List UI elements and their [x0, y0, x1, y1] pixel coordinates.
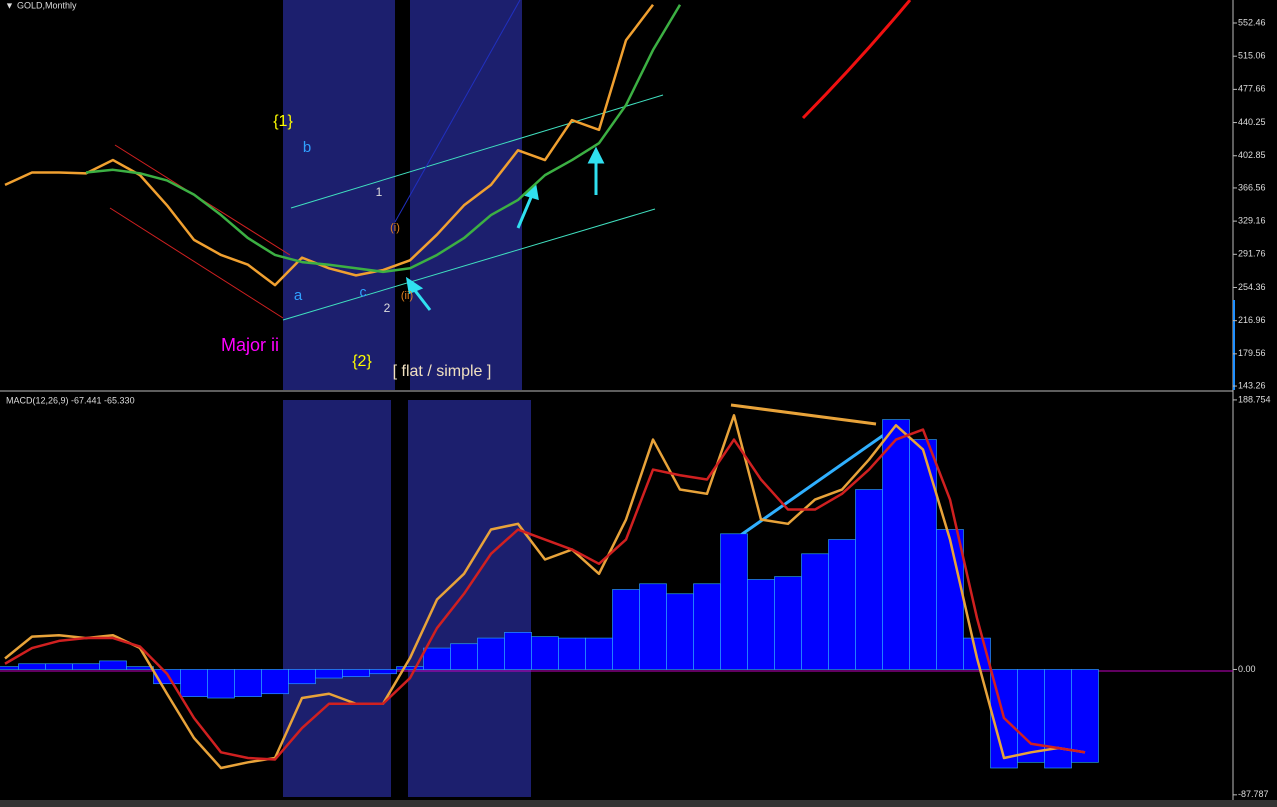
- annotation: [ flat / simple ]: [393, 363, 492, 380]
- zone: [410, 0, 522, 390]
- histogram-bar: [18, 663, 46, 670]
- histogram-bar: [936, 529, 964, 670]
- histogram-bar: [450, 643, 478, 670]
- y-tick-label: -87.787: [1238, 789, 1269, 799]
- plot-area: [0, 414, 1099, 770]
- histogram-bar: [1071, 669, 1099, 763]
- y-tick-label: 179.56: [1238, 348, 1266, 358]
- y-tick-label: 143.26: [1238, 380, 1266, 390]
- histogram-bar: [1017, 669, 1045, 763]
- histogram-bar: [558, 637, 586, 670]
- histogram-bar: [207, 669, 235, 699]
- annotation: Major ii: [221, 335, 279, 355]
- y-tick-label: 291.76: [1238, 249, 1266, 259]
- histogram-bar: [180, 669, 208, 697]
- y-tick-label: 188.754: [1238, 394, 1271, 404]
- histogram-bar: [99, 660, 127, 670]
- histogram-bar: [882, 419, 910, 670]
- annotation: a: [294, 287, 303, 304]
- annotation: b: [303, 139, 311, 156]
- annotation: {2}: [352, 353, 372, 370]
- histogram-bar: [639, 583, 667, 670]
- series-line: [85, 4, 682, 274]
- histogram-bar: [477, 637, 505, 670]
- series-line: [4, 4, 654, 287]
- histogram-bar: [504, 632, 532, 670]
- histogram-bar: [315, 669, 343, 679]
- y-tick-label: 329.16: [1238, 215, 1266, 225]
- histogram-bar: [720, 533, 748, 670]
- histogram-bar: [234, 669, 262, 697]
- zone: [283, 400, 391, 797]
- arrows: [405, 146, 605, 311]
- histogram-bar: [747, 579, 775, 670]
- y-tick-label: 402.85: [1238, 150, 1266, 160]
- y-tick-label: 366.56: [1238, 182, 1266, 192]
- histogram-bar: [423, 647, 451, 670]
- histogram-bar: [693, 583, 721, 670]
- histogram-bar: [261, 669, 289, 695]
- histogram-bar: [72, 663, 100, 670]
- annotation: (ii): [401, 290, 413, 302]
- histogram-bar: [612, 589, 640, 670]
- histogram-bar: [909, 439, 937, 670]
- histogram-bar: [288, 669, 316, 685]
- plot-area: [4, 4, 682, 287]
- status-strip: [0, 800, 1277, 807]
- histogram-bar: [855, 489, 883, 670]
- annotation: 2: [384, 301, 391, 315]
- histogram-bar: [45, 663, 73, 670]
- histogram-bar: [531, 636, 559, 670]
- y-tick-label: 552.46: [1238, 17, 1266, 27]
- chart-title: GOLD,Monthly: [17, 0, 77, 10]
- histogram-bar: [585, 637, 613, 670]
- series-line: [4, 428, 1086, 761]
- histogram-bar: [1044, 669, 1072, 769]
- histogram-bar: [828, 539, 856, 670]
- zone: [283, 0, 395, 390]
- trend-lines: [109, 0, 912, 539]
- annotation: 1: [376, 185, 383, 199]
- y-tick-label: 477.66: [1238, 84, 1266, 94]
- y-tick-label: 254.36: [1238, 282, 1266, 292]
- y-tick-label: 440.25: [1238, 117, 1266, 127]
- series-line: [4, 414, 1086, 770]
- y-tick-label: 515.06: [1238, 51, 1266, 61]
- y-tick-label: 0.00: [1238, 664, 1256, 674]
- indicator-title: MACD(12,26,9) -67.441 -65.330: [6, 395, 135, 405]
- annotation: c: [360, 284, 367, 300]
- histogram-bar: [774, 576, 802, 670]
- histogram-bar: [666, 593, 694, 670]
- histogram-bar: [801, 553, 829, 670]
- y-tick-label: 216.96: [1238, 315, 1266, 325]
- annotation: {1}: [273, 113, 293, 130]
- zone: [408, 400, 531, 797]
- histogram-bar: [369, 669, 397, 675]
- histogram-bar: [396, 666, 424, 670]
- histogram-bar: [342, 669, 370, 677]
- histogram-bar: [126, 666, 154, 670]
- histogram-bar: [0, 666, 19, 670]
- menu-icon[interactable]: ▼: [5, 0, 14, 10]
- annotation: (i): [390, 222, 400, 234]
